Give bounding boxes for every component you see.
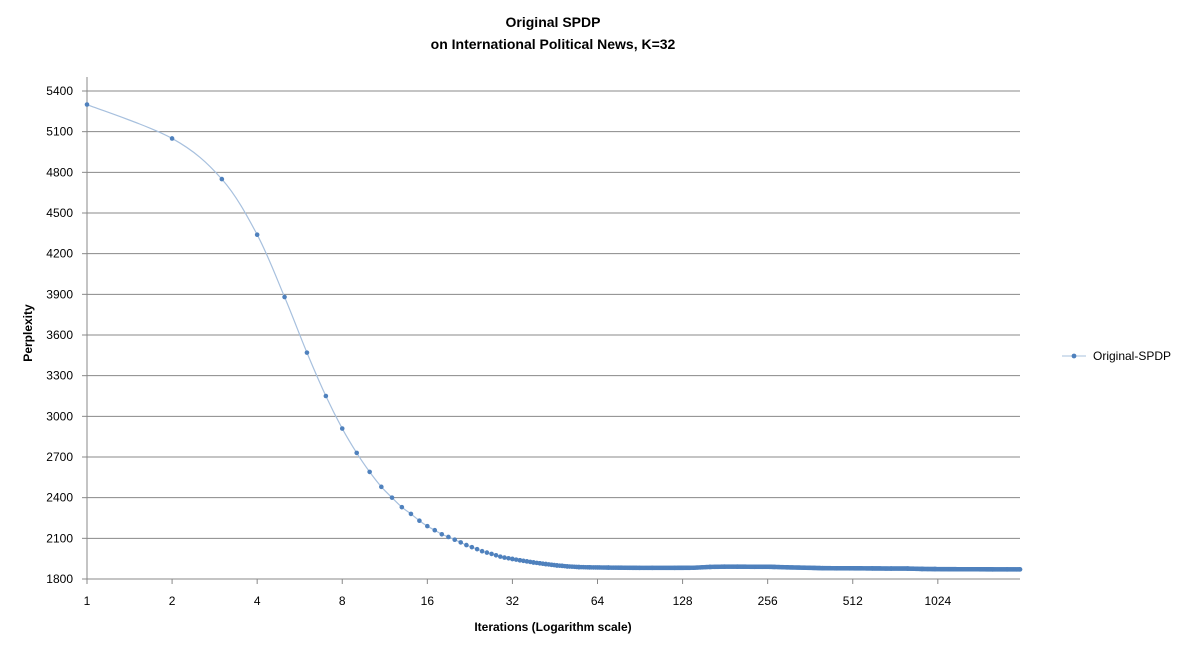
data-point-12 xyxy=(389,495,395,500)
data-point-band xyxy=(506,555,1023,572)
data-point-27 xyxy=(489,551,494,557)
data-point-3 xyxy=(219,176,225,182)
data-point-20 xyxy=(452,537,458,542)
data-point-17 xyxy=(432,527,438,533)
data-point xyxy=(521,558,526,564)
data-point-16 xyxy=(425,523,430,529)
series-line xyxy=(86,104,1020,570)
data-point-23 xyxy=(469,544,475,550)
data-point-30 xyxy=(502,555,507,560)
x-tick-label-16: 16 xyxy=(421,594,435,608)
data-point-11 xyxy=(379,484,384,490)
x-tick-label-1: 1 xyxy=(84,594,91,608)
y-tick-label-2400: 2400 xyxy=(46,491,73,505)
x-tick-label-128: 128 xyxy=(673,594,693,608)
x-tick-label-1024: 1024 xyxy=(924,594,951,608)
legend-label: Original-SPDP xyxy=(1093,349,1171,363)
data-point-8 xyxy=(339,426,345,431)
data-point xyxy=(506,555,511,561)
x-tick-label-8: 8 xyxy=(339,594,346,608)
chart-subtitle: on International Political News, K=32 xyxy=(431,36,676,52)
series-original-spdp xyxy=(84,102,1023,572)
data-point-2 xyxy=(169,136,175,141)
y-tick-label-4200: 4200 xyxy=(46,247,73,261)
data-point-13 xyxy=(399,504,405,510)
x-tick-label-64: 64 xyxy=(591,594,605,608)
data-point-10 xyxy=(367,469,372,475)
data-point-5 xyxy=(282,294,287,300)
data-point-21 xyxy=(458,540,464,545)
data-point-1 xyxy=(84,102,90,107)
y-axis-title: Perplexity xyxy=(21,304,35,362)
y-tick-label-3600: 3600 xyxy=(46,328,73,342)
x-tick-label-256: 256 xyxy=(758,594,778,608)
x-tick-label-512: 512 xyxy=(843,594,863,608)
y-tick-label-4500: 4500 xyxy=(46,206,73,220)
gridlines xyxy=(87,90,1020,539)
data-point-24 xyxy=(474,546,480,552)
data-point xyxy=(1017,567,1023,572)
data-point-14 xyxy=(408,511,414,517)
y-tick-label-2100: 2100 xyxy=(46,531,73,545)
y-tick-label-1800: 1800 xyxy=(46,572,73,586)
y-tick-label-2700: 2700 xyxy=(46,450,73,464)
data-point-15 xyxy=(417,518,422,524)
data-point xyxy=(513,557,519,562)
data-point-29 xyxy=(498,554,503,559)
legend: Original-SPDP xyxy=(1062,349,1171,363)
data-point-28 xyxy=(493,552,499,558)
x-tick-label-2: 2 xyxy=(169,594,176,608)
data-point-4 xyxy=(254,232,260,237)
chart-title: Original SPDP xyxy=(506,14,601,30)
data-point-19 xyxy=(446,534,451,540)
axes xyxy=(82,77,1020,584)
y-tick-label-3300: 3300 xyxy=(46,369,73,383)
x-axis-title: Iterations (Logarithm scale) xyxy=(474,620,631,634)
data-point xyxy=(517,557,523,563)
y-tick-label-3000: 3000 xyxy=(46,409,73,423)
legend-marker xyxy=(1071,353,1077,359)
y-tick-labels: 1800 2100 2400 2700 3000 3300 3600 3900 4200 4500… xyxy=(46,84,73,586)
data-point-7 xyxy=(323,393,329,399)
data-point-25 xyxy=(479,548,485,554)
data-point xyxy=(510,556,515,562)
y-tick-label-4800: 4800 xyxy=(46,165,73,179)
y-tick-label-3900: 3900 xyxy=(46,287,73,301)
x-tick-label-4: 4 xyxy=(254,594,261,608)
data-point-9 xyxy=(354,450,360,456)
data-point-26 xyxy=(484,550,490,555)
data-point-18 xyxy=(439,531,445,537)
data-point-6 xyxy=(304,350,310,355)
x-tick-labels: 1 2 4 8 16 32 64 128 256 512 1024 xyxy=(84,594,952,608)
y-tick-label-5400: 5400 xyxy=(46,84,73,98)
x-tick-label-32: 32 xyxy=(506,594,520,608)
y-tick-label-5100: 5100 xyxy=(46,125,73,139)
data-point-22 xyxy=(464,542,469,548)
